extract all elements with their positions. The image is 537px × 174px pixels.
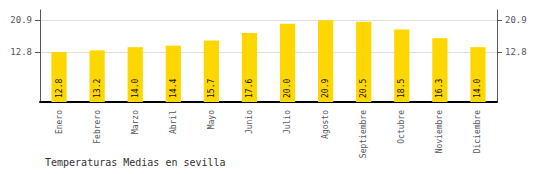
svg-text:15.7: 15.7 <box>207 79 216 98</box>
svg-text:Septiembre: Septiembre <box>359 110 368 158</box>
svg-text:14.0: 14.0 <box>131 79 140 98</box>
svg-text:18.5: 18.5 <box>397 79 406 98</box>
svg-text:14.0: 14.0 <box>473 79 482 98</box>
svg-text:14.4: 14.4 <box>169 79 178 98</box>
svg-text:Agosto: Agosto <box>321 110 330 139</box>
svg-text:16.3: 16.3 <box>435 79 444 98</box>
svg-text:12.8: 12.8 <box>10 47 32 57</box>
svg-text:Marzo: Marzo <box>131 110 140 134</box>
svg-text:12.8: 12.8 <box>55 79 64 98</box>
svg-text:20.0: 20.0 <box>283 79 292 98</box>
svg-text:20.5: 20.5 <box>359 79 368 98</box>
svg-text:Mayo: Mayo <box>207 110 216 129</box>
svg-text:Junio: Junio <box>245 110 254 134</box>
svg-text:20.9: 20.9 <box>321 79 330 98</box>
svg-text:20.9: 20.9 <box>505 15 527 25</box>
svg-text:17.6: 17.6 <box>245 79 254 98</box>
svg-text:Temperaturas Medias en sevilla: Temperaturas Medias en sevilla <box>45 157 226 168</box>
svg-text:12.8: 12.8 <box>505 47 527 57</box>
svg-text:Febrero: Febrero <box>93 110 102 144</box>
svg-text:Julio: Julio <box>283 110 292 134</box>
svg-text:Enero: Enero <box>55 110 64 134</box>
svg-text:Noviembre: Noviembre <box>435 110 444 154</box>
svg-text:Abril: Abril <box>169 110 178 134</box>
svg-text:Octubre: Octubre <box>397 110 406 144</box>
svg-text:20.9: 20.9 <box>10 15 32 25</box>
svg-text:Diciembre: Diciembre <box>473 110 482 154</box>
svg-text:13.2: 13.2 <box>93 79 102 98</box>
